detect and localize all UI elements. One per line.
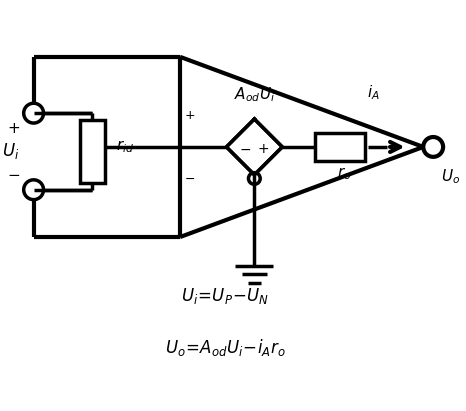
Polygon shape	[226, 119, 282, 175]
Text: $U_o$: $U_o$	[441, 167, 460, 186]
Text: $U_i$: $U_i$	[2, 141, 20, 162]
Text: $r_{id}$: $r_{id}$	[116, 139, 134, 155]
Text: $-$: $-$	[185, 172, 196, 185]
Text: $r_o$: $r_o$	[337, 166, 351, 182]
Text: $A_{od}U_i$: $A_{od}U_i$	[234, 86, 275, 104]
Text: $U_o\!=\!A_{od}U_i\!-\!i_A r_o$: $U_o\!=\!A_{od}U_i\!-\!i_A r_o$	[165, 337, 285, 358]
Text: $-$: $-$	[239, 142, 252, 156]
Text: $+$: $+$	[257, 142, 269, 156]
Text: $-$: $-$	[7, 166, 20, 182]
Text: $+$: $+$	[7, 121, 20, 136]
Text: $i_A$: $i_A$	[367, 83, 380, 102]
Text: $U_i\!=\!U_P\!-\!U_N$: $U_i\!=\!U_P\!-\!U_N$	[181, 286, 269, 306]
Bar	[80, 120, 105, 183]
Text: $+$: $+$	[185, 109, 196, 122]
Bar	[315, 132, 365, 162]
